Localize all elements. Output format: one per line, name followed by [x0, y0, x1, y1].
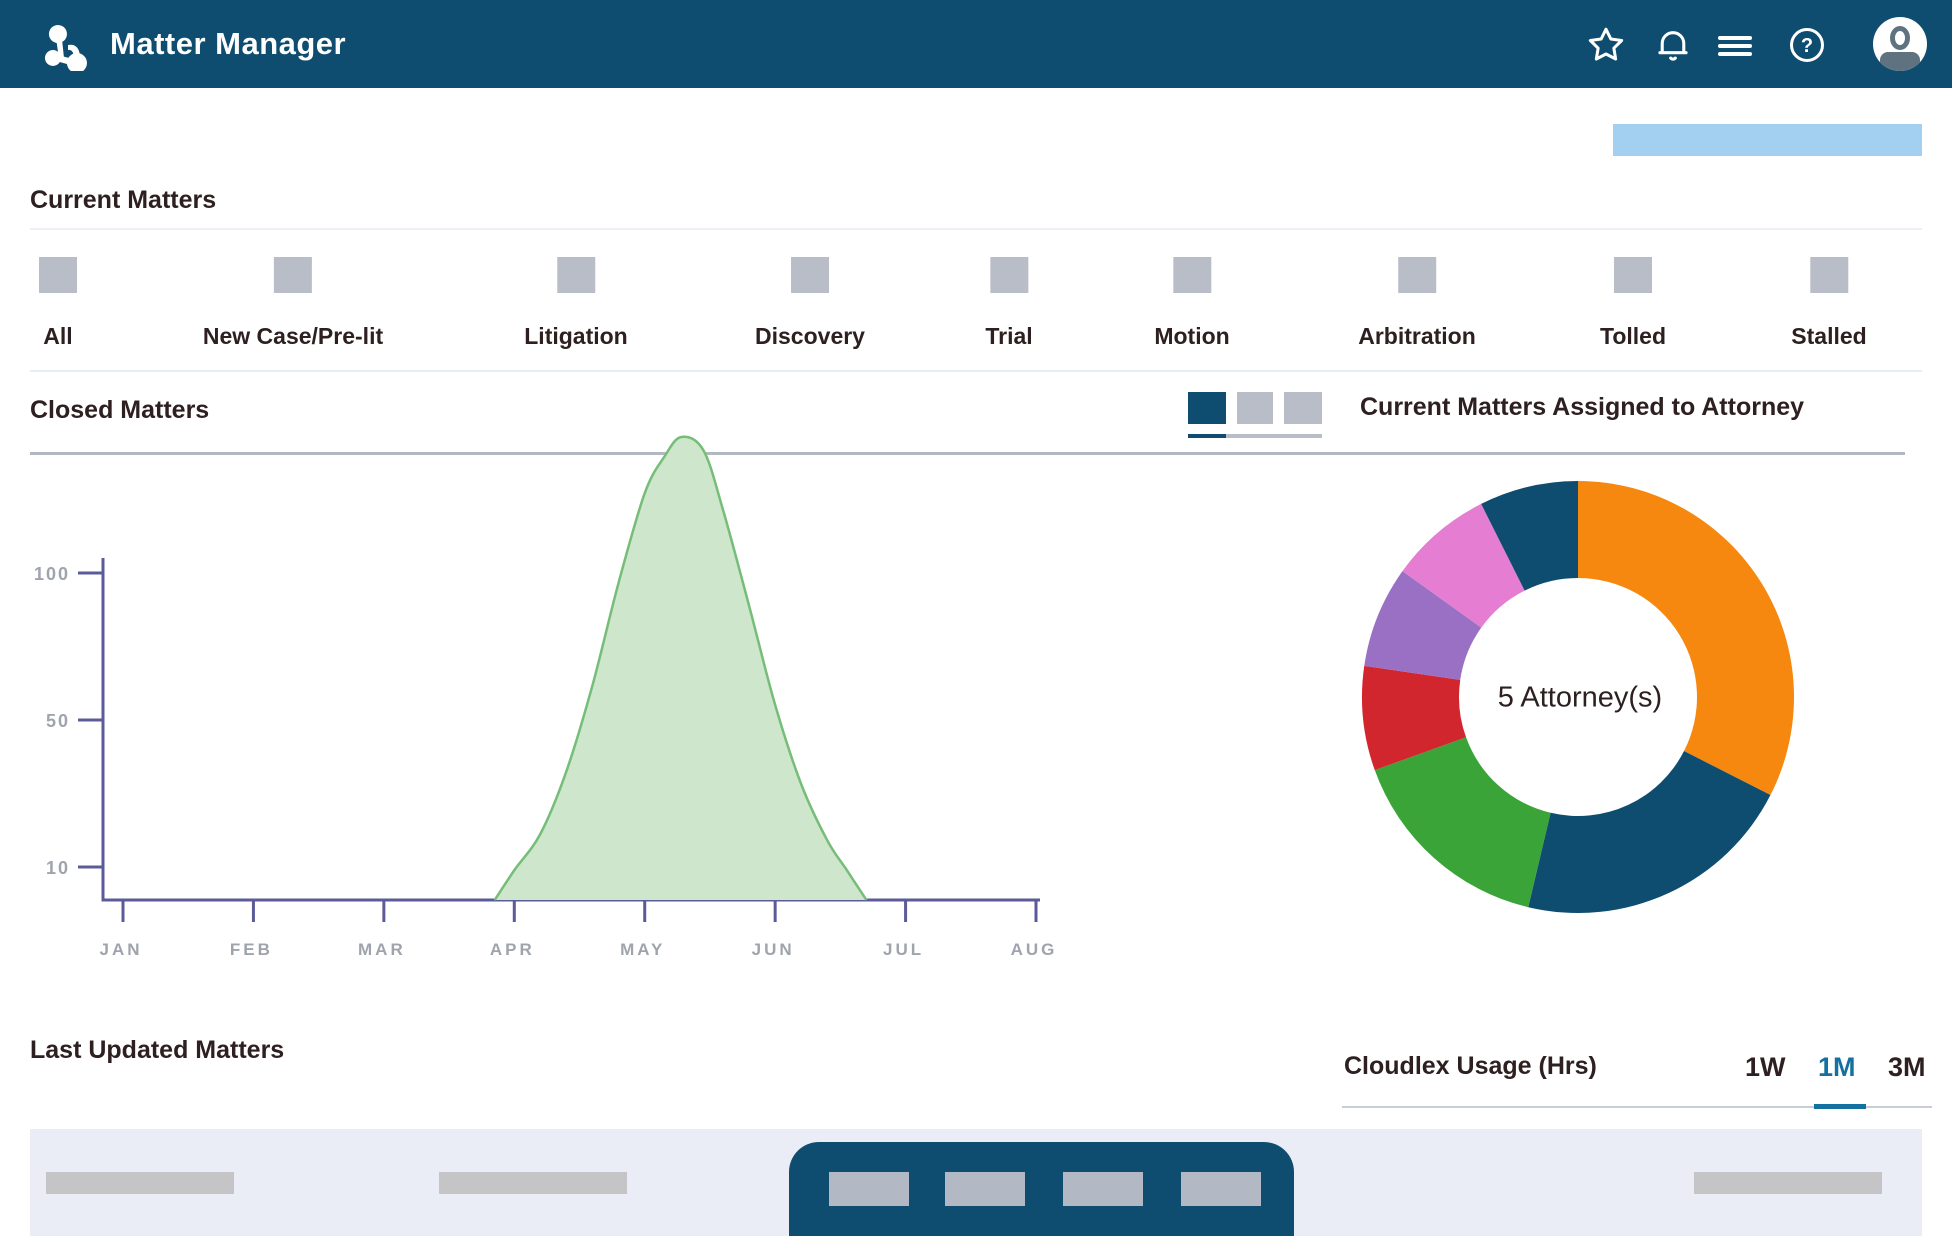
- card-cell-placeholder: [1181, 1172, 1261, 1206]
- divider: [30, 452, 1905, 455]
- svg-text:JAN: JAN: [99, 940, 142, 959]
- skeleton-text-bar: [46, 1172, 234, 1194]
- divider: [30, 228, 1922, 230]
- donut-segment: [1364, 571, 1482, 680]
- count-placeholder: [274, 257, 312, 293]
- donut-segment: [1362, 665, 1467, 771]
- category-stalled[interactable]: Stalled: [1791, 257, 1867, 350]
- avatar-head-icon: [1890, 26, 1910, 50]
- category-motion[interactable]: Motion: [1154, 257, 1230, 350]
- closed-matters-title: Closed Matters: [30, 396, 210, 424]
- menu-icon[interactable]: [1718, 23, 1762, 67]
- count-placeholder: [990, 257, 1028, 293]
- count-placeholder: [1809, 257, 1848, 293]
- donut-segment: [1374, 737, 1551, 908]
- bell-icon[interactable]: [1651, 23, 1695, 67]
- range-1m-button[interactable]: 1M: [1818, 1052, 1856, 1082]
- user-avatar[interactable]: [1873, 17, 1927, 71]
- donut-chart-title: Current Matters Assigned to Attorney: [1360, 393, 1805, 421]
- last-updated-matters-panel: [30, 1129, 1922, 1236]
- count-placeholder: [1172, 257, 1211, 293]
- donut-segment: [1402, 503, 1525, 628]
- category-tolled[interactable]: Tolled: [1600, 257, 1666, 350]
- svg-text:MAR: MAR: [358, 940, 406, 959]
- skeleton-text-bar: [1694, 1172, 1882, 1194]
- count-placeholder: [791, 257, 829, 293]
- range-1w-button[interactable]: 1W: [1745, 1052, 1786, 1082]
- app-title: Matter Manager: [110, 26, 347, 61]
- chart-toggle-underline: [1226, 434, 1322, 438]
- divider: [30, 370, 1922, 372]
- svg-text:APR: APR: [490, 940, 535, 959]
- donut-segment: [1578, 481, 1794, 796]
- range-3m-button[interactable]: 3M: [1888, 1052, 1926, 1082]
- star-icon[interactable]: [1584, 23, 1628, 67]
- usage-title: Cloudlex Usage (Hrs): [1344, 1052, 1597, 1080]
- chart-toggle-1[interactable]: [1188, 392, 1226, 424]
- top-navbar: Matter Manager ?: [0, 0, 1952, 88]
- svg-text:10: 10: [46, 858, 70, 878]
- donut-segment: [1481, 481, 1578, 591]
- category-new-case-pre-lit[interactable]: New Case/Pre-lit: [203, 257, 383, 350]
- chart-toggle-2[interactable]: [1237, 392, 1273, 424]
- chart-toggle-active-underline: [1188, 434, 1226, 438]
- count-placeholder: [1613, 257, 1652, 293]
- svg-text:50: 50: [46, 711, 70, 731]
- svg-text:?: ?: [1801, 35, 1813, 57]
- svg-text:FEB: FEB: [230, 940, 273, 959]
- card-cell-placeholder: [1063, 1172, 1143, 1206]
- count-placeholder: [556, 257, 595, 293]
- category-trial[interactable]: Trial: [985, 257, 1033, 350]
- svg-text:MAY: MAY: [620, 940, 665, 959]
- category-arbitration[interactable]: Arbitration: [1358, 257, 1476, 350]
- last-updated-matters-title: Last Updated Matters: [30, 1036, 285, 1064]
- count-placeholder: [1398, 257, 1436, 293]
- svg-text:JUN: JUN: [752, 940, 795, 959]
- current-matters-title: Current Matters: [30, 186, 217, 214]
- matter-card-placeholder[interactable]: [789, 1142, 1294, 1236]
- donut-segment: [1528, 751, 1771, 913]
- category-all[interactable]: All: [39, 257, 77, 350]
- active-range-underline: [1814, 1104, 1866, 1109]
- svg-text:JUL: JUL: [883, 940, 924, 959]
- usage-divider: [1342, 1106, 1932, 1108]
- avatar-shoulders-icon: [1880, 52, 1920, 71]
- attorney-donut-chart: 5 Attorney(s): [1360, 478, 1800, 918]
- category-discovery[interactable]: Discovery: [755, 257, 865, 350]
- svg-text:100: 100: [34, 564, 70, 584]
- closed-matters-area-chart: 100 50 10 JAN FEB MAR APR MAY JUN JUL AUG: [34, 435, 1058, 959]
- card-cell-placeholder: [945, 1172, 1025, 1206]
- chart-toggle-3[interactable]: [1284, 392, 1322, 424]
- donut-rings: [1362, 481, 1794, 913]
- card-cell-placeholder: [829, 1172, 909, 1206]
- app-logo-icon: [44, 25, 87, 71]
- loading-placeholder-bar: [1613, 124, 1922, 156]
- svg-text:AUG: AUG: [1011, 940, 1058, 959]
- count-placeholder: [39, 257, 77, 293]
- donut-center-label: 5 Attorney(s): [1497, 681, 1663, 714]
- category-litigation[interactable]: Litigation: [524, 257, 628, 350]
- skeleton-text-bar: [439, 1172, 627, 1194]
- help-icon[interactable]: ?: [1785, 23, 1829, 67]
